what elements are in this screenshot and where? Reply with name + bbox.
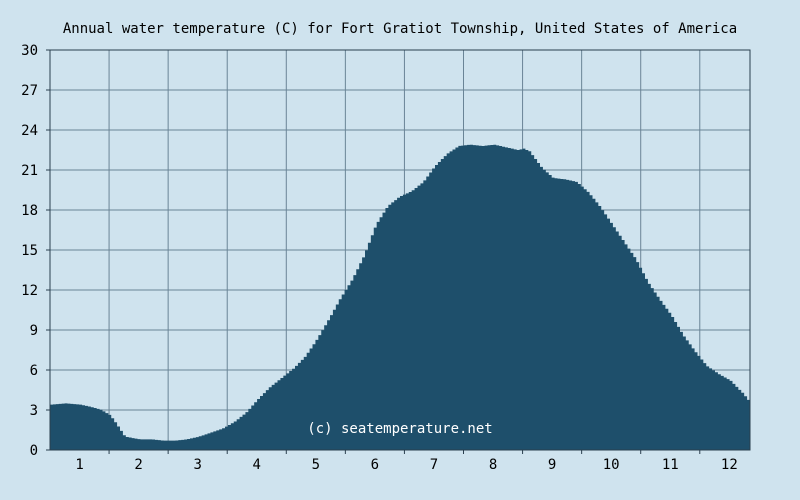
y-tick-label: 30 — [21, 43, 38, 59]
x-tick-label: 11 — [662, 457, 679, 473]
y-tick-label: 27 — [21, 83, 38, 99]
x-tick-label: 12 — [721, 457, 738, 473]
y-tick-label: 24 — [21, 123, 38, 139]
x-tick-label: 5 — [312, 457, 320, 473]
x-tick-label: 10 — [603, 457, 620, 473]
y-tick-label: 9 — [30, 323, 38, 339]
y-tick-label: 21 — [21, 163, 38, 179]
y-tick-label: 0 — [30, 443, 38, 459]
temperature-area — [50, 144, 750, 450]
y-tick-label: 15 — [21, 243, 38, 259]
chart-title: Annual water temperature (C) for Fort Gr… — [63, 21, 737, 37]
x-tick-label: 1 — [75, 457, 83, 473]
y-tick-label: 6 — [30, 363, 38, 379]
x-axis-ticks: 1 2 3 4 5 6 7 8 9 10 11 12 — [75, 457, 737, 473]
x-tick-label: 7 — [430, 457, 438, 473]
x-tick-label: 9 — [548, 457, 556, 473]
y-tick-label: 18 — [21, 203, 38, 219]
axis-layer — [46, 49, 751, 454]
x-tick-label: 8 — [489, 457, 497, 473]
y-tick-label: 12 — [21, 283, 38, 299]
x-tick-label: 3 — [193, 457, 201, 473]
x-tick-label: 6 — [371, 457, 379, 473]
x-tick-label: 2 — [134, 457, 142, 473]
watermark: (c) seatemperature.net — [307, 421, 492, 437]
y-tick-label: 3 — [30, 403, 38, 419]
x-tick-label: 4 — [253, 457, 261, 473]
y-axis-ticks: 0 3 6 9 12 15 18 21 24 27 30 — [21, 43, 38, 459]
